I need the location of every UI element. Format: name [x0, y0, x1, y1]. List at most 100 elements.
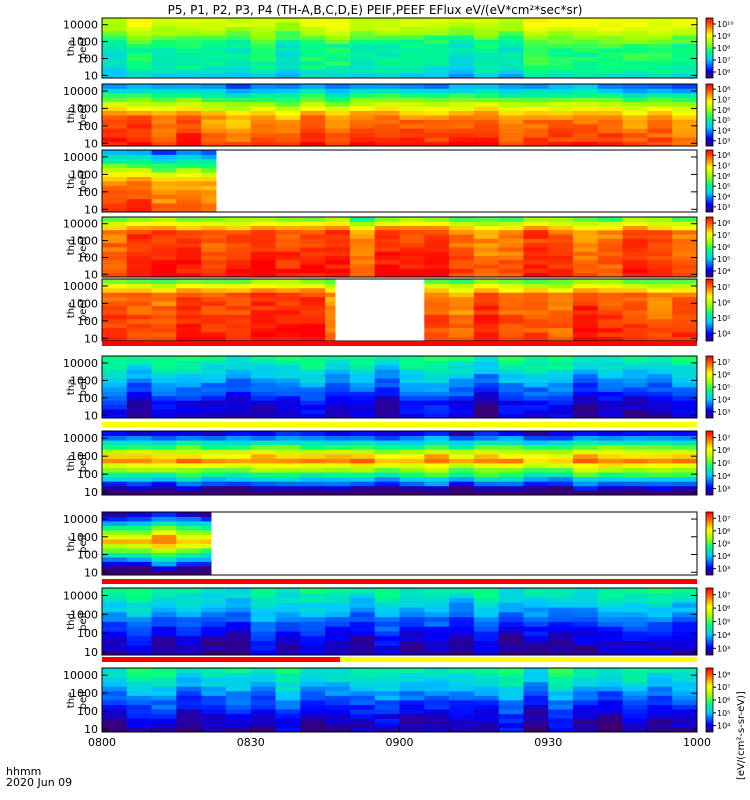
- spectrogram-cell: [325, 472, 351, 478]
- spectrogram-cell: [672, 364, 698, 370]
- date-label: 2020 Jun 09: [6, 776, 72, 789]
- spectrogram-cell: [548, 677, 574, 683]
- spectrogram-cell: [597, 588, 624, 594]
- spectrogram-cell: [275, 431, 301, 436]
- spectrogram-cell: [176, 543, 202, 549]
- spectrogram-cell: [622, 458, 648, 464]
- spectrogram-cell: [597, 449, 624, 455]
- spectrogram-cell: [325, 65, 351, 70]
- spectrogram-cell: [374, 132, 400, 138]
- spectrogram-cell: [449, 251, 475, 256]
- spectrogram-cell: [523, 611, 549, 618]
- spectrogram-cell: [424, 217, 450, 222]
- spectrogram-cell: [573, 373, 599, 379]
- spectrogram-cell: [473, 672, 500, 678]
- spectrogram-cell: [573, 409, 599, 414]
- spectrogram-cell: [473, 640, 500, 646]
- spectrogram-cell: [473, 323, 500, 329]
- spectrogram-cell: [225, 718, 252, 724]
- spectrogram-cell: [523, 400, 549, 406]
- spectrogram-cell: [275, 272, 301, 278]
- spectrogram-cell: [424, 640, 450, 646]
- spectrogram-cell: [300, 686, 326, 692]
- spectrogram-cell: [672, 458, 698, 464]
- spectrogram-cell: [201, 570, 212, 576]
- spectrogram-cell: [102, 650, 128, 656]
- spectrogram-cell: [102, 22, 128, 27]
- spectrogram-cell: [548, 272, 574, 278]
- spectrogram-cell: [672, 356, 698, 361]
- spectrogram-cell: [225, 650, 252, 656]
- spectrogram-cell: [275, 695, 301, 701]
- spectrogram-cell: [325, 52, 351, 57]
- spectrogram-cell: [622, 26, 648, 32]
- spectrogram-cell: [102, 327, 128, 333]
- spectrogram-cell: [151, 530, 177, 535]
- panel-frame: [101, 17, 698, 79]
- spectrogram-cell: [325, 616, 351, 622]
- spectrogram-cell: [548, 413, 574, 419]
- spectrogram-cell: [374, 718, 400, 724]
- spectrogram-cell: [498, 221, 524, 226]
- y-tick-label: 100: [77, 251, 98, 264]
- y-tick-label: 1000: [70, 168, 98, 181]
- spectrogram-cell: [151, 458, 177, 464]
- spectrogram-cell: [573, 686, 599, 692]
- spectrogram-cell: [597, 296, 624, 302]
- spectrogram-cell: [275, 84, 301, 89]
- spectrogram-cell: [473, 92, 500, 98]
- spectrogram-cell: [102, 672, 128, 678]
- spectrogram-cell: [523, 704, 549, 710]
- spectrogram-cell: [102, 43, 128, 49]
- spectrogram-cell: [424, 458, 450, 464]
- spectrogram-cell: [597, 485, 624, 491]
- spectrogram-cell: [449, 404, 475, 410]
- spectrogram-cell: [325, 225, 351, 231]
- spectrogram-cell: [151, 88, 177, 94]
- spectrogram-cell: [548, 360, 574, 366]
- spectrogram-cell: [349, 704, 376, 710]
- spectrogram-cell: [300, 43, 326, 49]
- spectrogram-cell: [176, 404, 202, 410]
- spectrogram-cell: [597, 476, 624, 482]
- spectrogram-cell: [374, 22, 400, 27]
- spectrogram-cell: [275, 700, 301, 705]
- spectrogram-cell: [622, 43, 648, 49]
- spectrogram-cell: [126, 336, 152, 342]
- spectrogram-cell: [473, 217, 500, 222]
- spectrogram-cell: [647, 128, 673, 134]
- spectrogram-cell: [201, 141, 227, 147]
- spectrogram-cell: [498, 39, 524, 45]
- spectrogram-cell: [349, 668, 376, 673]
- spectrogram-cell: [349, 30, 376, 36]
- spectrogram-cell: [300, 458, 326, 464]
- spectrogram-cell: [647, 115, 673, 120]
- spectrogram-cell: [151, 141, 177, 147]
- spectrogram-cell: [647, 631, 673, 637]
- spectrogram-cell: [498, 597, 524, 603]
- spectrogram-cell: [597, 695, 624, 701]
- spectrogram-cell: [225, 722, 252, 728]
- spectrogram-cell: [225, 467, 252, 473]
- spectrogram-cell: [647, 327, 673, 333]
- spectrogram-cell: [374, 378, 400, 383]
- spectrogram-cell: [573, 318, 599, 324]
- spectrogram-cell: [622, 592, 648, 598]
- spectrogram-cell: [225, 323, 252, 329]
- spectrogram-cell: [424, 681, 450, 687]
- spectrogram-cell: [647, 43, 673, 49]
- spectrogram-cell: [573, 490, 599, 496]
- spectrogram-cell: [399, 391, 425, 397]
- spectrogram-cell: [275, 597, 301, 603]
- spectrogram-cell: [647, 453, 673, 459]
- spectrogram-cell: [622, 476, 648, 482]
- spectrogram-cell: [672, 382, 698, 388]
- spectrogram-cell: [325, 640, 351, 646]
- spectrogram-cell: [374, 56, 400, 62]
- spectrogram-cell: [201, 185, 217, 191]
- spectrogram-cell: [597, 668, 624, 673]
- spectrogram-cell: [176, 588, 202, 594]
- spectrogram-cell: [573, 84, 599, 89]
- spectrogram-cell: [473, 279, 500, 284]
- spectrogram-cell: [102, 39, 128, 45]
